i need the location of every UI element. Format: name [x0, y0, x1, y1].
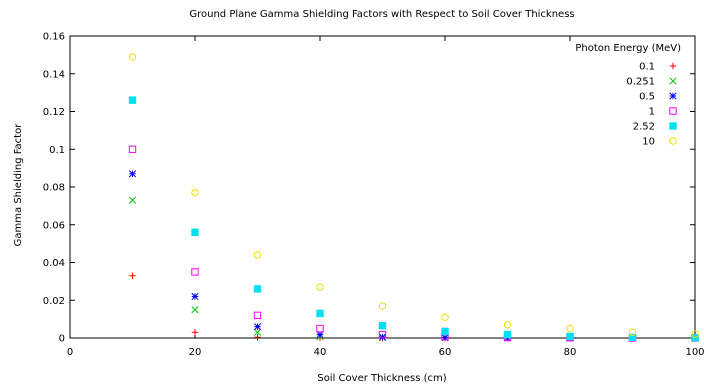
- x-tick-label: 40: [314, 347, 327, 358]
- data-point: [128, 170, 137, 178]
- data-point: [628, 328, 637, 337]
- plot-frame: [69, 35, 696, 339]
- legend-label: 0.251: [626, 77, 655, 88]
- legend-label: 2.52: [633, 122, 655, 133]
- data-point: [316, 283, 324, 291]
- data-point: [253, 285, 262, 293]
- data-point: [191, 268, 199, 276]
- legend-label: 0.1: [639, 62, 655, 73]
- legend-title: Photon Energy (MeV): [575, 43, 681, 54]
- series-0-1: [129, 272, 699, 342]
- data-point: [253, 251, 262, 259]
- series-0-5: [128, 170, 699, 342]
- data-point: [378, 302, 387, 310]
- y-tick-label: 0.02: [43, 296, 65, 307]
- y-tick-label: 0.14: [43, 69, 65, 80]
- data-points: [128, 53, 699, 342]
- y-tick-label: 0.16: [43, 32, 65, 43]
- data-point: [316, 324, 324, 333]
- data-point: [191, 188, 199, 197]
- x-tick-label: 80: [564, 347, 577, 358]
- data-point: [129, 272, 136, 279]
- legend-label: 0.5: [639, 92, 655, 103]
- legend-marker: [669, 137, 677, 145]
- data-point: [691, 330, 699, 338]
- legend-marker: [669, 62, 677, 70]
- data-point: [628, 333, 637, 342]
- legend-marker: [669, 92, 677, 100]
- data-point: [503, 321, 512, 329]
- data-point: [378, 330, 387, 339]
- series-0-251: [128, 196, 699, 342]
- series-10: [128, 53, 699, 338]
- data-point: [253, 328, 262, 336]
- chart-title: Ground Plane Gamma Shielding Factors wit…: [189, 9, 574, 20]
- x-axis-label: Soil Cover Thickness (cm): [317, 373, 446, 384]
- data-point: [566, 332, 574, 341]
- series-1: [128, 145, 699, 342]
- data-point: [191, 292, 199, 301]
- data-point: [253, 323, 262, 331]
- x-tick-label: 0: [67, 347, 73, 358]
- legend-marker: [669, 77, 677, 85]
- data-point: [503, 330, 512, 339]
- data-point: [316, 331, 324, 339]
- data-point: [441, 313, 449, 321]
- x-tick-label: 100: [685, 347, 704, 358]
- legend-label: 10: [642, 137, 655, 148]
- series-2-52: [128, 96, 699, 342]
- data-point: [128, 53, 137, 61]
- y-tick-label: 0: [59, 334, 65, 345]
- legend: Photon Energy (MeV) 0.1 0.251 0.5 1 2.52 10: [575, 43, 681, 148]
- data-point: [566, 324, 574, 333]
- y-tick-label: 0.1: [49, 145, 65, 156]
- y-tick-label: 0.12: [43, 107, 65, 118]
- data-point: [378, 322, 387, 330]
- data-point: [128, 196, 137, 204]
- data-point: [191, 306, 199, 314]
- data-point: [128, 145, 137, 153]
- data-point: [254, 334, 261, 341]
- data-point: [378, 333, 387, 341]
- y-tick-label: 0.04: [43, 258, 65, 269]
- y-tick-label: 0.06: [43, 220, 65, 231]
- x-axis: 0 20 40 60 80 100: [67, 36, 704, 358]
- data-point: [441, 327, 449, 336]
- y-axis-label: Gamma Shielding Factor: [13, 123, 24, 247]
- data-point: [191, 228, 199, 237]
- legend-marker: [669, 107, 677, 115]
- y-axis: 0 0.02 0.04 0.06 0.08 0.1 0.12 0.14 0.16: [43, 32, 695, 345]
- data-point: [128, 96, 137, 104]
- data-point: [253, 311, 262, 320]
- data-point: [191, 329, 199, 336]
- y-tick-label: 0.08: [43, 183, 65, 194]
- x-tick-label: 60: [439, 347, 452, 358]
- legend-marker: [669, 122, 677, 130]
- data-point: [316, 309, 324, 318]
- legend-label: 1: [649, 107, 655, 118]
- x-tick-label: 20: [189, 347, 202, 358]
- plot-border: [69, 35, 696, 339]
